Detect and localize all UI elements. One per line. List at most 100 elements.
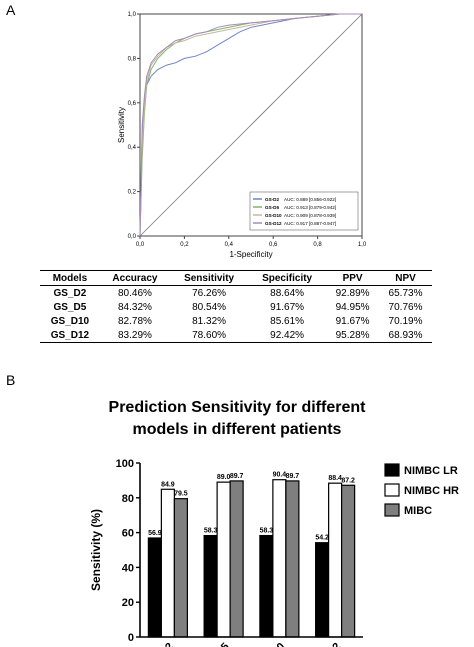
bar-y-tick-label: 80	[122, 493, 134, 505]
bar-value-label: 79.5	[174, 491, 188, 498]
bar-y-axis-label: Sensitivity (%)	[89, 509, 103, 591]
roc-legend-auc: AUC: 0.889 [0.856-0.922]	[284, 197, 336, 202]
bar-value-label: 84.9	[161, 481, 175, 488]
bar-chart-title-line-1: Prediction Sensitivity for different	[108, 399, 366, 416]
roc-legend-name: GS-D5	[265, 205, 279, 210]
table-header-cell: Models	[52, 272, 88, 284]
bar-category-label: GS-D2	[144, 641, 176, 647]
bar-value-label: 90.4	[273, 472, 287, 479]
roc-x-tick-label: 1,0	[358, 242, 367, 248]
roc-y-tick-label: 0,4	[128, 145, 137, 151]
table-header-cell: Accuracy	[112, 272, 158, 284]
bar-legend-swatch	[384, 483, 400, 497]
table-model-cell: GS_D12	[50, 329, 90, 341]
roc-reference-line	[139, 13, 363, 237]
bar-mibc	[341, 484, 356, 638]
metrics-table: Models Accuracy Sensitivity Specificity PPV N…	[40, 270, 432, 343]
table-cell: 70.76%	[388, 301, 423, 313]
roc-x-tick-label: 0,6	[269, 242, 278, 248]
bar-y-tick-label: 60	[122, 528, 134, 540]
roc-x-tick-label: 0,8	[313, 242, 322, 248]
roc-y-tick-label: 1,0	[128, 12, 137, 18]
bar-chart: 0 20 40 60 80 100 Sensitivity (%) 56.9 84.9 79.5 G…	[89, 458, 459, 647]
bar-legend-swatch	[384, 503, 400, 517]
bar-legend-swatch	[384, 463, 400, 477]
table-row: GS_D12 83.29% 78.60% 92.42% 95.28% 68.93%	[40, 328, 432, 343]
bar-value-label: 88.4	[328, 475, 342, 482]
bar-value-label: 58.3	[204, 528, 218, 535]
bar-legend-label: NIMBC HR	[404, 485, 459, 497]
panel-b-label: B	[6, 372, 16, 388]
bar-mibc	[229, 480, 244, 638]
table-row: GS_D5 84.32% 80.54% 91.67% 94.95% 70.76%	[40, 300, 432, 314]
bar-value-label: 89.0	[217, 474, 231, 481]
table-cell: 92.42%	[270, 329, 305, 341]
bar-legend-label: MIBC	[404, 505, 432, 517]
table-header-cell: NPV	[395, 272, 416, 284]
roc-x-tick-label: 0,2	[180, 242, 189, 248]
table-cell: 68.93%	[388, 329, 423, 341]
roc-y-tick-label: 0,6	[128, 101, 137, 107]
bar-nimbc-hr	[328, 482, 343, 638]
roc-y-axis-label: Sensitivity	[117, 107, 126, 143]
bar-nimbc-lr	[259, 534, 274, 638]
bar-mibc	[285, 480, 300, 638]
table-model-cell: GS_D2	[53, 287, 87, 299]
bar-y-tick-label: 0	[128, 632, 134, 644]
table-cell: 95.28%	[335, 329, 370, 341]
bar-category-label: GS-D12	[307, 641, 344, 647]
table-row: GS_D2 80.46% 76.26% 88.64% 92.89% 65.73%	[40, 286, 432, 301]
roc-legend-box	[249, 191, 359, 231]
bar-nimbc-lr	[147, 537, 162, 638]
roc-legend-auc: AUC: 0.917 [0.887-0.947]	[284, 221, 336, 226]
table-cell: 85.61%	[270, 315, 305, 327]
bar-nimbc-hr	[272, 479, 287, 638]
table-cell: 78.60%	[192, 329, 227, 341]
bar-value-label: 56.9	[148, 530, 162, 537]
bar-y-tick-label: 40	[122, 562, 134, 574]
bar-category-label: GS-D5	[199, 641, 231, 647]
bar-value-label: 58.3	[260, 528, 274, 535]
bar-nimbc-hr	[216, 481, 231, 638]
table-cell: 80.54%	[192, 301, 227, 313]
bar-legend-label: NIMBC LR	[404, 465, 458, 477]
table-header-cell: Sensitivity	[184, 272, 235, 284]
roc-x-tick-label: 0,4	[225, 242, 234, 248]
table-cell: 91.67%	[335, 315, 370, 327]
bar-y-tick-label: 100	[116, 458, 134, 470]
roc-x-tick-label: 0,0	[136, 242, 145, 248]
roc-y-tick-label: 0,0	[128, 234, 137, 240]
table-header-cell: PPV	[342, 272, 363, 284]
table-cell: 91.67%	[270, 301, 305, 313]
bar-value-label: 89.7	[286, 473, 300, 480]
bar-nimbc-hr	[160, 488, 175, 638]
table-cell: 92.89%	[335, 287, 370, 299]
table-cell: 76.26%	[192, 287, 227, 299]
table-cell: 84.32%	[117, 301, 152, 313]
roc-x-axis-label: 1-Specificity	[229, 250, 272, 259]
table-cell: 65.73%	[388, 287, 423, 299]
bar-chart-title-line-2: models in different patients	[132, 421, 342, 438]
roc-legend-name: GS-D12	[265, 221, 282, 226]
roc-legend-name: GS-D10	[265, 213, 282, 218]
roc-chart: 0,0 0,2 0,4 0,6 0,8 1,0 0,0 0,2 0,4 0,6 0,8 1,0 1-Sp…	[117, 12, 367, 259]
table-header-row: Models Accuracy Sensitivity Specificity PPV N…	[40, 270, 432, 286]
bar-category-label: GS-D10	[251, 641, 288, 647]
table-row: GS_D10 82.78% 81.32% 85.61% 91.67% 70.19%	[40, 314, 432, 328]
table-model-cell: GS_D5	[53, 301, 87, 313]
roc-legend-name: GS-D2	[265, 197, 279, 202]
table-cell: 82.78%	[117, 315, 152, 327]
roc-y-tick-label: 0,8	[128, 56, 137, 62]
table-cell: 70.19%	[388, 315, 423, 327]
table-model-cell: GS_D10	[50, 315, 90, 327]
table-cell: 80.46%	[117, 287, 152, 299]
bar-value-label: 89.7	[230, 473, 244, 480]
roc-curve-gs-d12	[139, 13, 362, 237]
bar-nimbc-lr	[315, 542, 330, 638]
table-header-cell: Specificity	[262, 272, 313, 284]
roc-legend-auc: AUC: 0.909 [0.878-0.939]	[284, 213, 336, 218]
bar-nimbc-lr	[203, 534, 218, 638]
roc-y-tick-label: 0,2	[128, 190, 137, 196]
bar-value-label: 54.2	[315, 535, 329, 542]
table-cell: 83.29%	[117, 329, 152, 341]
